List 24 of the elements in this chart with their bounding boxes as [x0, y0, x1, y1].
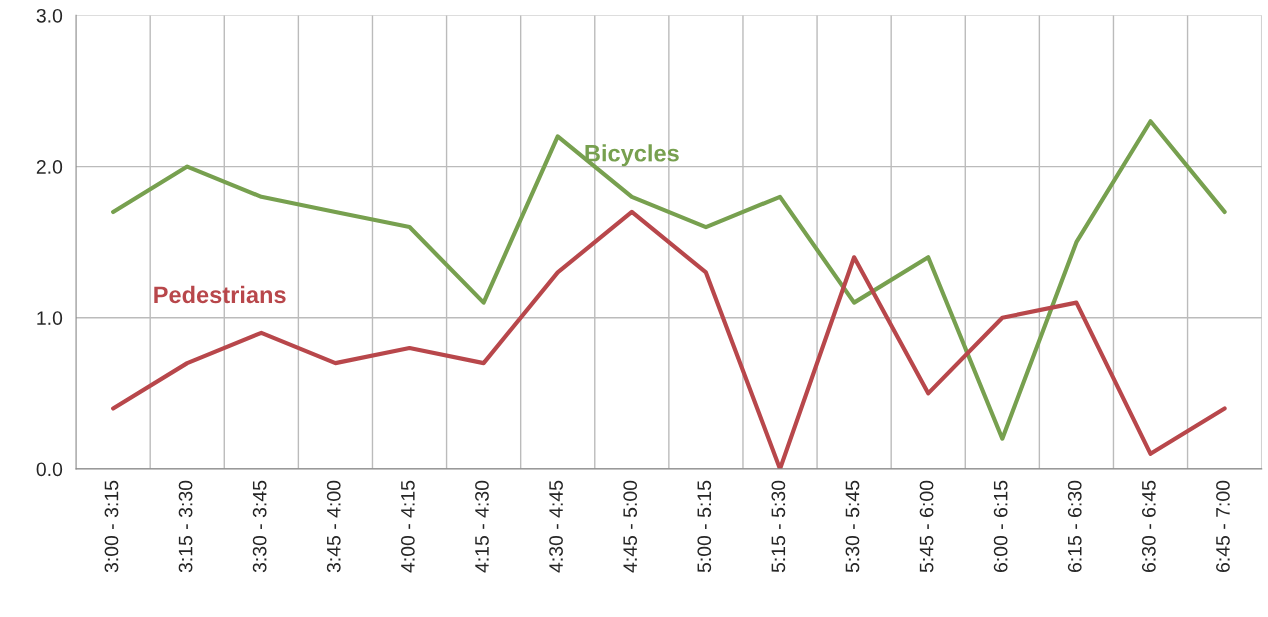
- x-tick-label: 6:00 - 6:15: [993, 480, 1008, 572]
- x-tick-label: 5:00 - 5:15: [697, 480, 712, 573]
- y-tick-label: 3.0: [36, 8, 63, 23]
- series-label: Bicycles: [585, 144, 679, 167]
- line-series: [111, 119, 1227, 441]
- x-tick-label: 3:45 - 4:00: [326, 480, 341, 573]
- series-label: Pedestrians: [154, 285, 286, 304]
- x-tick-label: 6:15 - 6:30: [1067, 480, 1082, 572]
- x-tick-label: 4:15 - 4:30: [475, 480, 489, 573]
- line-series: [111, 209, 1227, 469]
- x-tick-label: 4:45 - 5:00: [623, 480, 638, 573]
- y-tick-label: 2.0: [36, 160, 63, 174]
- x-tick-label: 4:30 - 4:45: [549, 480, 563, 573]
- y-tick-label: 1.0: [37, 311, 63, 325]
- x-tick-label: 5:15 - 5:30: [771, 480, 786, 573]
- x-tick-label: 3:15 - 3:30: [178, 480, 193, 573]
- x-tick-label: 4:00 - 4:15: [400, 480, 415, 573]
- x-tick-label: 3:30 - 3:45: [252, 480, 267, 573]
- x-tick-label: 3:00 - 3:15: [104, 480, 119, 573]
- x-tick-label: 6:30 - 6:45: [1141, 480, 1156, 572]
- x-tick-label: 6:45 - 7:00: [1216, 480, 1230, 572]
- y-tick-label: 0.0: [36, 462, 63, 477]
- x-tick-label: 5:45 - 6:00: [919, 480, 934, 573]
- x-tick-label: 5:30 - 5:45: [845, 480, 860, 573]
